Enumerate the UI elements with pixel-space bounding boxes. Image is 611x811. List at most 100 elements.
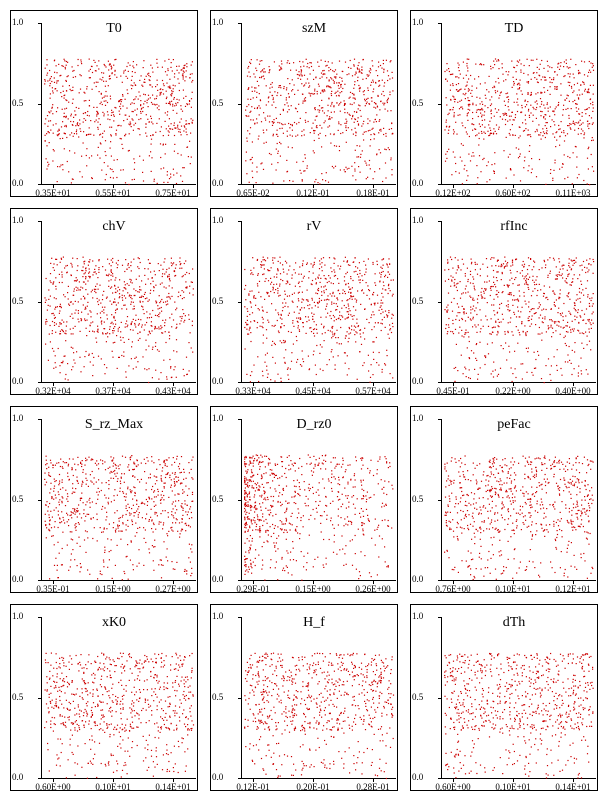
data-point xyxy=(591,139,593,142)
data-point xyxy=(317,306,319,308)
data-point xyxy=(171,503,173,505)
data-point xyxy=(373,326,375,328)
data-point xyxy=(152,309,154,312)
data-point xyxy=(537,333,539,335)
data-point xyxy=(328,67,330,69)
data-point xyxy=(493,132,495,134)
data-point xyxy=(67,118,69,120)
data-point xyxy=(369,145,371,147)
data-point xyxy=(359,282,361,284)
data-point xyxy=(258,380,260,383)
data-point xyxy=(509,321,511,323)
data-point xyxy=(46,463,48,465)
data-point xyxy=(54,480,56,483)
data-point xyxy=(352,97,354,99)
data-point xyxy=(175,274,177,277)
data-point xyxy=(160,477,162,479)
data-point xyxy=(470,263,473,265)
data-point xyxy=(388,283,390,285)
data-point xyxy=(527,170,529,172)
data-point xyxy=(76,123,78,125)
data-point xyxy=(58,128,60,130)
data-point xyxy=(386,100,388,102)
data-point xyxy=(87,313,89,315)
data-point xyxy=(91,71,94,74)
data-point xyxy=(383,127,385,129)
data-point xyxy=(379,152,382,154)
data-point xyxy=(49,305,51,307)
data-point xyxy=(453,285,455,287)
data-point xyxy=(162,83,165,85)
data-point xyxy=(301,298,303,300)
data-point xyxy=(139,331,141,333)
data-point xyxy=(513,311,515,313)
data-point xyxy=(490,318,492,320)
data-point xyxy=(62,329,64,332)
data-point xyxy=(161,275,163,278)
data-point xyxy=(154,328,156,330)
data-point xyxy=(344,293,346,295)
data-point xyxy=(543,132,546,135)
data-point xyxy=(458,306,460,308)
data-point xyxy=(84,298,86,300)
data-point xyxy=(321,266,323,268)
data-point xyxy=(57,491,59,493)
data-point xyxy=(61,65,63,67)
data-point xyxy=(86,319,88,321)
data-point xyxy=(133,102,135,105)
data-point xyxy=(133,305,135,307)
data-point xyxy=(480,130,483,133)
data-point xyxy=(142,106,144,109)
data-point xyxy=(330,267,332,269)
data-point xyxy=(484,355,486,357)
data-point xyxy=(379,109,381,111)
data-point xyxy=(555,266,557,268)
data-point xyxy=(296,161,298,163)
data-point xyxy=(539,106,541,108)
data-point xyxy=(170,66,172,68)
data-point xyxy=(149,313,151,315)
data-point xyxy=(356,299,358,301)
data-point xyxy=(357,108,359,110)
data-point xyxy=(153,178,155,180)
data-point xyxy=(308,67,310,69)
data-point xyxy=(267,280,270,282)
data-point xyxy=(489,333,491,335)
data-point xyxy=(479,109,481,111)
data-point xyxy=(335,309,337,311)
data-point xyxy=(372,351,374,353)
data-point xyxy=(323,327,325,329)
data-point xyxy=(525,347,527,349)
data-point xyxy=(530,59,532,61)
data-point xyxy=(475,104,477,106)
data-point xyxy=(383,71,385,73)
data-point xyxy=(344,337,346,339)
data-point xyxy=(468,100,471,102)
data-point xyxy=(387,292,389,295)
data-point xyxy=(248,65,250,68)
data-point xyxy=(498,68,500,70)
data-point xyxy=(104,151,106,153)
data-point xyxy=(175,376,177,378)
data-point xyxy=(389,329,391,331)
data-point xyxy=(256,80,258,82)
data-point xyxy=(61,329,63,331)
data-point xyxy=(331,271,333,273)
data-point xyxy=(299,318,301,320)
data-point xyxy=(519,153,521,155)
scatter-panel: szM 1.0 0.5 0.0 0.65E-02 0.12E-01 0.18E-01 xyxy=(210,10,398,198)
data-point xyxy=(515,376,517,379)
data-point xyxy=(495,81,497,83)
data-point xyxy=(511,260,514,262)
data-point xyxy=(554,159,556,161)
data-point xyxy=(533,72,535,74)
data-point xyxy=(361,290,363,292)
data-point xyxy=(257,273,259,275)
data-point xyxy=(299,317,301,319)
data-point xyxy=(591,66,593,68)
data-point xyxy=(306,321,308,323)
data-point xyxy=(140,75,142,77)
data-point xyxy=(119,105,121,108)
data-point xyxy=(538,283,540,285)
data-point xyxy=(550,324,552,326)
